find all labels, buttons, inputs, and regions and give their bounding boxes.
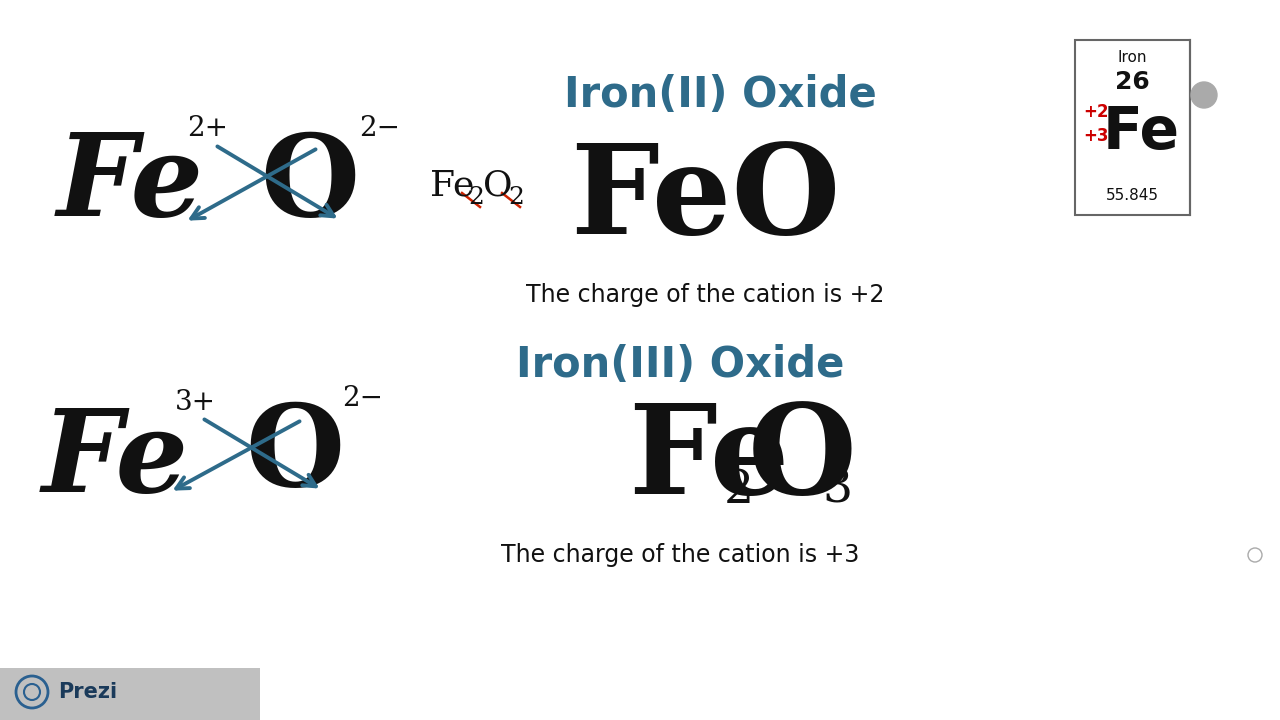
Text: 3: 3 (822, 467, 852, 513)
Text: +2: +2 (1083, 103, 1108, 121)
Text: Fe: Fe (628, 400, 790, 521)
Text: 2: 2 (724, 467, 754, 513)
Text: Fe: Fe (56, 130, 204, 240)
Text: Fe: Fe (430, 168, 475, 202)
Text: O: O (246, 400, 344, 510)
Text: O: O (748, 400, 856, 521)
Text: The charge of the cation is +2: The charge of the cation is +2 (526, 283, 884, 307)
FancyBboxPatch shape (1075, 40, 1190, 215)
Text: Iron: Iron (1117, 50, 1147, 66)
Text: Iron(II) Oxide: Iron(II) Oxide (563, 74, 877, 116)
Text: O: O (483, 168, 512, 202)
Text: Iron(III) Oxide: Iron(III) Oxide (516, 344, 845, 386)
Text: 2−: 2− (360, 114, 401, 142)
Text: 3+: 3+ (174, 389, 215, 415)
Text: +3: +3 (1083, 127, 1108, 145)
Text: FeO: FeO (570, 140, 840, 261)
Text: 55.845: 55.845 (1106, 187, 1158, 202)
Text: The charge of the cation is +3: The charge of the cation is +3 (500, 543, 859, 567)
Text: Fe: Fe (41, 405, 188, 516)
FancyBboxPatch shape (0, 668, 260, 720)
Text: 2: 2 (468, 186, 484, 210)
Text: 26: 26 (1115, 70, 1149, 94)
Text: Fe: Fe (1103, 104, 1180, 161)
Text: 2: 2 (508, 186, 524, 210)
Circle shape (1190, 82, 1217, 108)
Text: Prezi: Prezi (58, 682, 118, 702)
Text: 2−: 2− (343, 384, 384, 412)
Text: 2+: 2+ (187, 114, 229, 142)
Text: O: O (260, 130, 360, 240)
